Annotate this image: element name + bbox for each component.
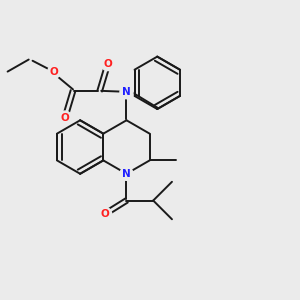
Circle shape [120, 86, 133, 99]
Text: O: O [61, 112, 69, 123]
Circle shape [101, 58, 114, 70]
Circle shape [48, 65, 61, 78]
Text: N: N [122, 169, 131, 179]
Circle shape [120, 167, 133, 180]
Text: O: O [50, 67, 58, 76]
Text: O: O [103, 59, 112, 69]
Text: O: O [101, 209, 110, 219]
Text: N: N [122, 87, 131, 97]
Circle shape [98, 207, 112, 220]
Circle shape [58, 111, 71, 124]
